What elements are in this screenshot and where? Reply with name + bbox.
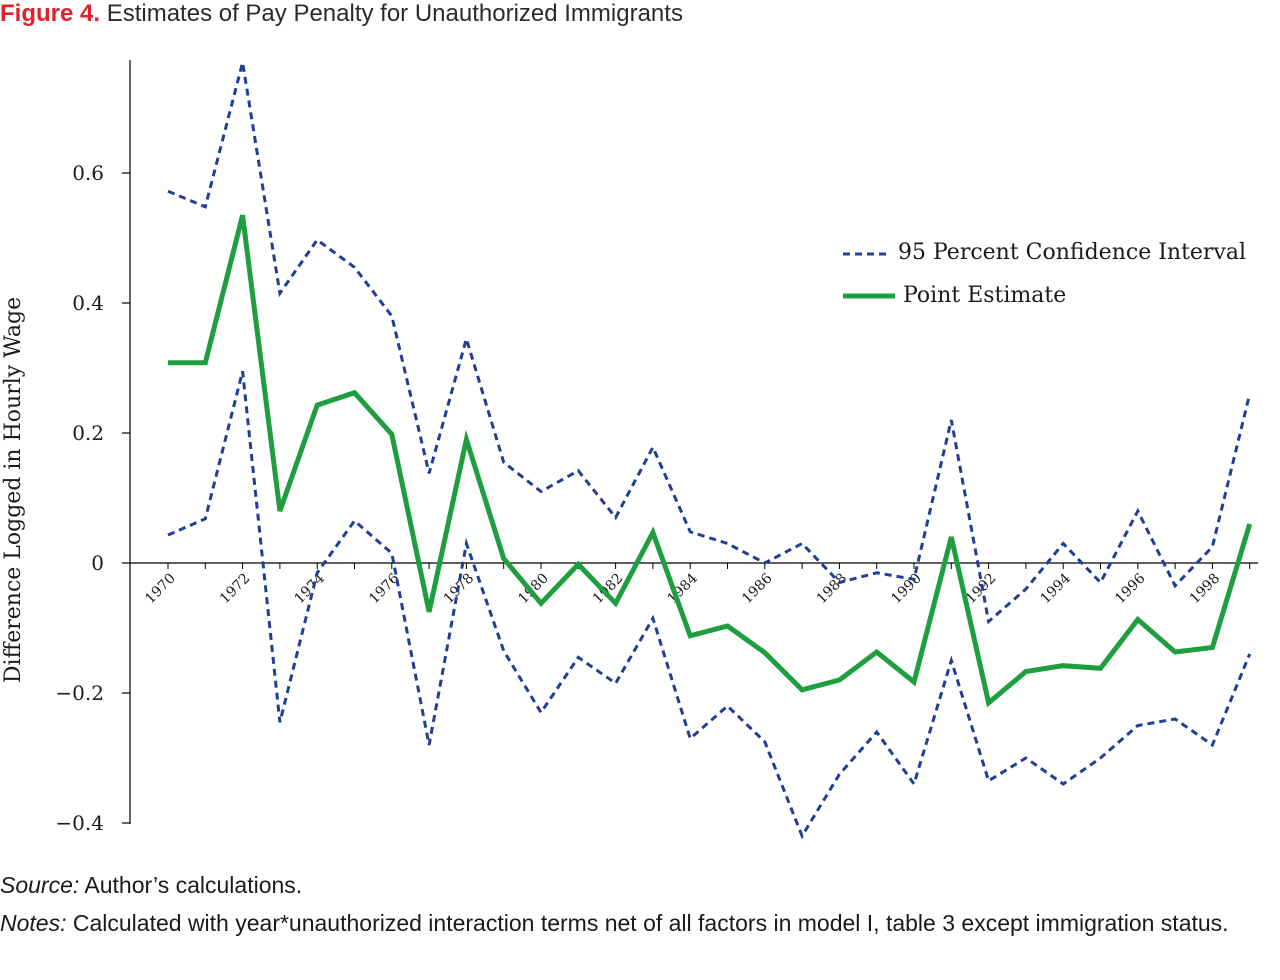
x-tick-label: 1972 <box>217 571 254 608</box>
legend-label-point: Point Estimate <box>903 283 1066 308</box>
y-tick-label: 0.2 <box>72 421 104 445</box>
y-tick-label: 0.6 <box>72 161 104 185</box>
x-tick-label: 1998 <box>1187 571 1224 608</box>
x-tick-label: 1976 <box>366 570 403 607</box>
series-ci-lower-line <box>167 370 1252 840</box>
figure-number: Figure 4. <box>0 0 101 27</box>
y-tick-label: −0.4 <box>55 811 104 835</box>
figure-title: Figure 4. Estimates of Pay Penalty for U… <box>0 0 683 30</box>
x-tick-label: 1990 <box>888 571 925 608</box>
x-ticks: 1970 1972 1974 1976 1978 1980 1982 1984 1986 1988… <box>142 563 1251 608</box>
figure-title-text: Estimates of Pay Penalty for Unauthorize… <box>106 0 683 27</box>
y-ticks: 0.6 0.4 0.2 0 −0.2 −0.4 <box>55 161 130 835</box>
x-tick-label: 1970 <box>142 571 179 608</box>
series-layer <box>167 62 1253 840</box>
legend: 95 Percent Confidence Interval Point Est… <box>843 240 1246 308</box>
series-point-estimate-line <box>168 214 1253 708</box>
source-line: Source: Author’s calculations. <box>0 868 302 902</box>
x-tick-label: 1974 <box>292 570 329 607</box>
x-tick-label: 1996 <box>1112 570 1149 607</box>
y-tick-label: 0 <box>91 551 104 575</box>
notes-line: Notes: Calculated with year*unauthorized… <box>0 906 1280 940</box>
line-chart: Difference Logged in Hourly Wage 0.60.40… <box>1 60 1258 840</box>
y-tick-label: −0.2 <box>55 681 104 705</box>
x-tick-label: 1986 <box>739 570 776 607</box>
notes-label: Notes: <box>0 910 67 936</box>
x-tick-label: 1994 <box>1038 570 1075 607</box>
source-text: Author’s calculations. <box>84 872 303 898</box>
y-tick-label: 0.4 <box>72 291 104 315</box>
y-axis-label: Difference Logged in Hourly Wage <box>1 297 26 683</box>
legend-label-ci: 95 Percent Confidence Interval <box>898 240 1246 265</box>
series-ci-upper-line <box>167 62 1252 625</box>
notes-text: Calculated with year*unauthorized intera… <box>72 910 1229 936</box>
source-label: Source: <box>0 872 80 898</box>
